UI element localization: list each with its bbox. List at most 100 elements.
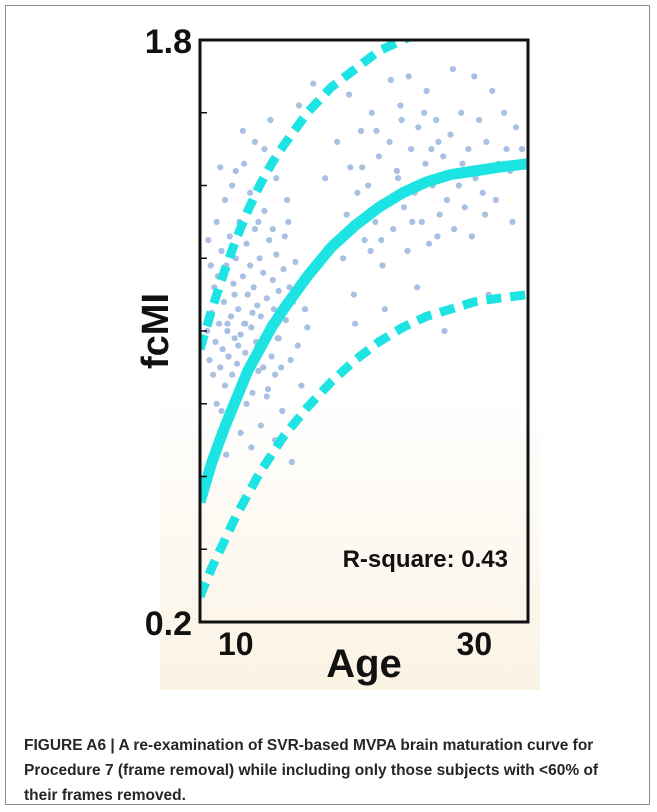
data-point — [282, 317, 289, 324]
data-point — [255, 367, 262, 375]
ticks-layer: 1.8 0.2 10 30 — [145, 23, 492, 662]
data-point — [471, 73, 478, 80]
data-point — [482, 211, 489, 218]
data-point — [231, 291, 238, 298]
data-point — [251, 226, 258, 233]
data-point — [468, 233, 475, 240]
data-point — [235, 306, 242, 313]
data-point — [263, 295, 270, 302]
data-point — [213, 218, 220, 225]
data-point — [310, 80, 317, 87]
data-point — [292, 258, 299, 265]
data-point — [483, 138, 490, 145]
data-point — [243, 240, 250, 247]
data-point — [352, 320, 359, 327]
data-point — [244, 291, 251, 298]
data-point — [397, 102, 404, 109]
data-point — [284, 196, 291, 204]
data-point — [257, 313, 264, 320]
data-point — [224, 320, 231, 327]
chart-background — [160, 30, 540, 690]
data-point — [379, 262, 386, 269]
data-point — [378, 237, 385, 244]
data-point — [461, 204, 468, 211]
data-point — [247, 262, 254, 269]
x-axis-label: Age — [326, 642, 402, 686]
data-point — [280, 266, 287, 273]
data-point — [347, 164, 354, 171]
data-point — [255, 218, 262, 225]
data-point — [242, 320, 249, 327]
y-axis-label: fcMI — [135, 293, 177, 369]
data-point — [492, 196, 499, 204]
lower-bound-curve — [200, 290, 528, 599]
data-point — [224, 327, 231, 335]
data-point — [249, 389, 256, 396]
data-point — [268, 353, 275, 360]
data-point — [269, 226, 276, 233]
data-point — [218, 407, 225, 415]
data-point — [273, 251, 280, 258]
data-point — [235, 342, 242, 349]
data-point — [409, 218, 416, 225]
data-point — [368, 109, 375, 116]
data-point — [449, 66, 456, 73]
data-point — [225, 353, 232, 360]
data-point — [513, 124, 520, 131]
data-point — [436, 211, 443, 218]
data-point — [443, 196, 450, 204]
data-point — [489, 87, 496, 94]
data-point — [264, 386, 272, 393]
data-point — [261, 146, 268, 153]
data-point — [275, 335, 282, 342]
data-point — [279, 407, 286, 415]
x-tick-label: 10 — [218, 626, 254, 662]
data-point — [509, 218, 516, 225]
data-point — [269, 277, 276, 284]
data-point — [287, 357, 294, 364]
data-point — [217, 164, 224, 171]
data-point — [223, 451, 230, 458]
data-point — [404, 247, 411, 255]
data-point — [451, 226, 458, 233]
data-point — [435, 138, 442, 145]
data-point — [361, 237, 368, 244]
data-point — [298, 382, 305, 389]
data-point — [294, 342, 301, 349]
data-point — [219, 346, 226, 353]
data-point — [210, 371, 217, 378]
data-point — [465, 146, 472, 153]
data-point — [266, 237, 273, 244]
data-point — [257, 422, 264, 429]
data-point — [220, 298, 227, 305]
data-point — [334, 138, 341, 145]
data-point — [440, 153, 447, 160]
data-point — [256, 255, 263, 262]
data-point — [248, 324, 255, 331]
data-point — [221, 196, 229, 204]
data-point — [260, 269, 267, 276]
data-point — [340, 255, 347, 262]
data-point — [229, 182, 236, 189]
data-point — [458, 109, 465, 116]
data-point — [204, 327, 211, 335]
data-point — [408, 146, 415, 153]
data-point — [447, 131, 454, 138]
data-point — [251, 138, 258, 145]
fit-curve — [200, 158, 528, 504]
data-point — [459, 160, 466, 167]
data-point — [254, 302, 261, 309]
figure-caption: FIGURE A6 | A re-examination of SVR-base… — [24, 737, 599, 804]
y-tick-label: 0.2 — [145, 605, 192, 643]
data-point — [381, 306, 388, 313]
data-point — [455, 182, 462, 189]
data-point — [241, 160, 248, 167]
data-point — [398, 116, 405, 124]
data-point — [237, 331, 244, 338]
data-point — [231, 335, 238, 342]
data-point — [350, 291, 357, 298]
data-point — [418, 218, 425, 225]
data-point — [441, 327, 448, 335]
data-point — [239, 127, 246, 134]
